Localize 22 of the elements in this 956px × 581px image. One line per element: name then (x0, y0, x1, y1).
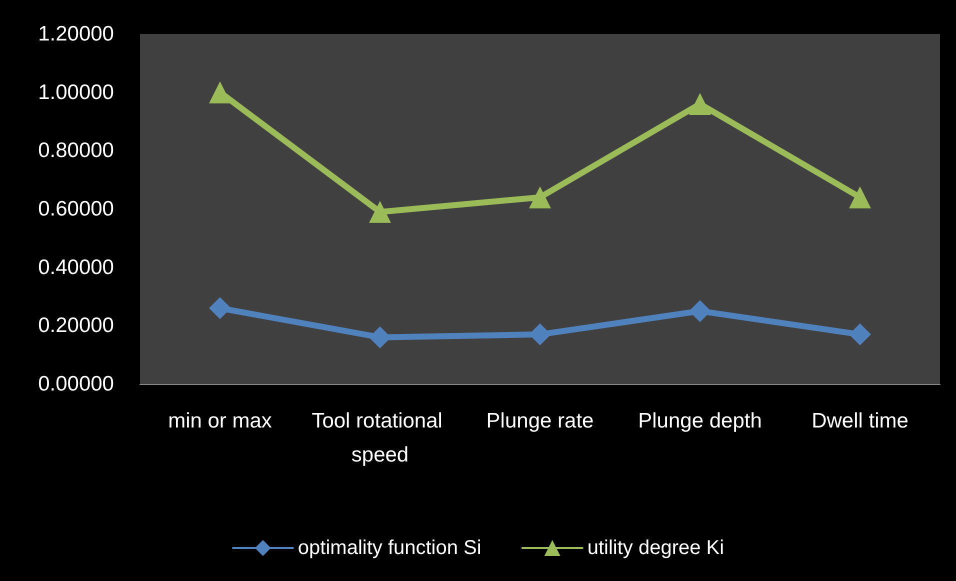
point (369, 200, 391, 223)
y-tick-label: 1.20000 (38, 22, 114, 46)
x-tick-label: Tool rotational speed (312, 410, 448, 466)
legend-label: utility degree Ki (587, 537, 724, 559)
point (209, 297, 231, 320)
x-tick-label: Dwell time (812, 410, 908, 432)
point (209, 81, 231, 104)
y-tick-label: 0.40000 (38, 256, 114, 279)
point (849, 186, 871, 208)
point (689, 300, 711, 322)
legend-label: optimality function Si (298, 537, 482, 559)
y-tick-label: 0.60000 (38, 198, 114, 220)
point (529, 186, 551, 208)
y-tick-label: 0.80000 (38, 139, 114, 162)
point (849, 323, 871, 346)
x-tick-label: min or max (168, 410, 272, 432)
y-tick-label: 1.00000 (38, 80, 114, 104)
y-tick-label: 0.00000 (38, 372, 114, 396)
x-tick-label: Plunge rate (486, 410, 594, 432)
point (689, 93, 711, 115)
x-tick-label: Plunge depth (638, 410, 762, 432)
y-tick-label: 0.20000 (38, 314, 114, 338)
